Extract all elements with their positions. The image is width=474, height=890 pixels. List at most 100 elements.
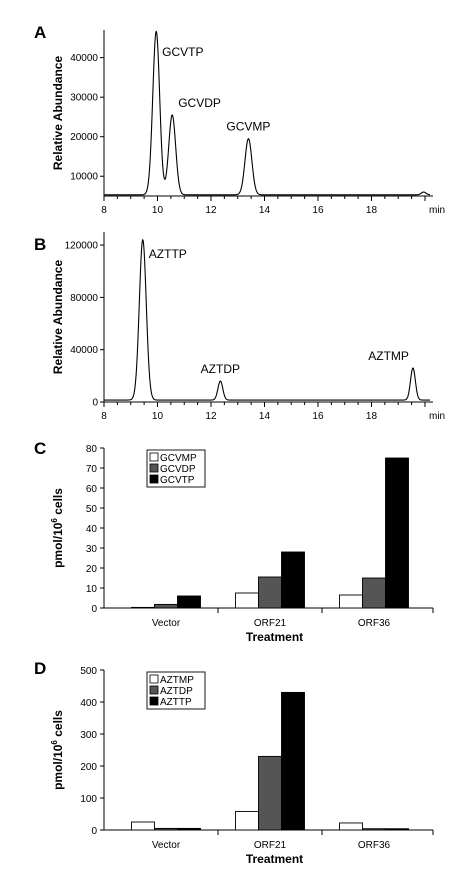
chromatogram-panel-b: B 0 40000 80000 120000 8 10 12 14 16 18 min Relative…: [34, 232, 445, 422]
legend-label: GCVTP: [160, 475, 195, 486]
y-tick-label: 0: [92, 398, 98, 409]
legend-swatch: [149, 674, 159, 684]
legend-label: GCVDP: [160, 464, 196, 475]
peak-label: AZTTP: [149, 247, 187, 261]
y-tick-label: 30000: [70, 93, 98, 104]
y-axis-title: Relative Abundance: [51, 56, 65, 171]
bar-gcvmp-orf21: [235, 592, 259, 609]
category-label: Vector: [152, 618, 181, 629]
y-axis-title-base: pmol/10: [51, 744, 65, 790]
y-tick-label: 10000: [70, 172, 98, 183]
peak-label: GCVMP: [226, 120, 270, 134]
category-label: ORF21: [254, 840, 287, 851]
bar-gcvtp-vector: [177, 595, 201, 609]
y-tick-label: 200: [80, 762, 97, 773]
bar-aztmp-orf36: [339, 822, 363, 831]
y-tick-label: 70: [86, 464, 98, 475]
peak-label: AZTDP: [201, 362, 240, 376]
peak-label: GCVDP: [178, 96, 221, 110]
y-tick-label: 40: [86, 524, 98, 535]
y-tick-label: 400: [80, 698, 97, 709]
category-label: ORF36: [358, 618, 391, 629]
y-tick-label: 100: [80, 794, 97, 805]
bar-aztdp-orf36: [362, 828, 386, 831]
bar-aztmp-orf21: [235, 810, 259, 831]
y-tick-label: 80: [86, 444, 98, 455]
y-tick-label: 30: [86, 544, 98, 555]
y-tick-label: 40000: [70, 345, 98, 356]
bar-aztmp-vector: [131, 821, 155, 831]
bar-gcvdp-orf21: [258, 576, 282, 609]
bar-aztdp-orf21: [258, 755, 282, 831]
chromatogram-panel-a: A 10000 20000 30000 40000 8 10 12 14 16 18 min Relat…: [34, 23, 445, 216]
chromatogram-trace: [104, 30, 431, 196]
bar-azttp-orf21: [281, 691, 305, 831]
bar-azttp-vector: [177, 827, 201, 831]
x-tick-label: 12: [205, 205, 217, 216]
legend-swatch: [149, 696, 159, 706]
legend-label: AZTTP: [160, 697, 192, 708]
x-tick-label: 18: [366, 205, 378, 216]
legend-swatch: [149, 474, 159, 484]
y-tick-label: 40000: [70, 53, 98, 64]
peak-label: GCVTP: [162, 45, 203, 59]
legend-label: GCVMP: [160, 453, 197, 464]
y-tick-label: 20000: [70, 132, 98, 143]
x-tick-label: 16: [312, 411, 324, 422]
y-axis-title-base: pmol/10: [51, 522, 65, 568]
y-axis-title-superscript: 6: [50, 518, 59, 523]
legend-label: AZTMP: [160, 675, 194, 686]
bar-azttp-orf36: [385, 828, 409, 831]
bar-gcvmp-vector: [131, 606, 155, 609]
x-tick-label: 8: [101, 205, 107, 216]
legend-label: AZTDP: [160, 686, 193, 697]
y-tick-label: 500: [80, 666, 97, 677]
y-axis-title: Relative Abundance: [51, 260, 65, 375]
x-tick-label: 14: [259, 411, 271, 422]
category-label: ORF36: [358, 840, 391, 851]
x-unit-label: min: [429, 205, 445, 216]
y-tick-label: 80000: [70, 293, 98, 304]
legend-swatch: [149, 463, 159, 473]
x-tick-label: 18: [366, 411, 378, 422]
bar-chart-panel-d: D 0 100 200 300 400 500 Vector ORF21 ORF36 Treatme…: [34, 659, 434, 866]
category-label: Vector: [152, 840, 181, 851]
y-axis-title: pmol/106 cells: [50, 488, 65, 568]
panel-letter: C: [34, 439, 46, 458]
y-tick-label: 0: [91, 826, 97, 837]
bar-chart-panel-c: C 0 10 20 30 40 50 60 70 80 Vector ORF21 ORF36 Treatm…: [34, 439, 434, 644]
y-axis-title: pmol/106 cells: [50, 710, 65, 790]
x-tick-label: 14: [259, 205, 271, 216]
bar-gcvtp-orf36: [385, 457, 409, 609]
category-label: ORF21: [254, 618, 287, 629]
bar-gcvdp-orf36: [362, 577, 386, 609]
x-axis-title: Treatment: [246, 852, 303, 866]
panel-letter: B: [34, 235, 46, 254]
x-tick-label: 12: [205, 411, 217, 422]
x-axis-title: Treatment: [246, 630, 303, 644]
y-tick-label: 20: [86, 564, 98, 575]
y-tick-label: 120000: [65, 241, 99, 252]
y-axis-title-suffix: cells: [51, 710, 65, 740]
x-unit-label: min: [429, 411, 445, 422]
y-tick-label: 0: [91, 604, 97, 615]
bar-aztdp-vector: [154, 827, 178, 831]
y-tick-label: 50: [86, 504, 98, 515]
x-tick-label: 10: [152, 205, 164, 216]
chromatogram-trace: [104, 238, 431, 401]
legend-swatch: [149, 685, 159, 695]
x-tick-label: 10: [152, 411, 164, 422]
legend-swatch: [149, 452, 159, 462]
panel-letter: D: [34, 659, 46, 678]
y-tick-label: 300: [80, 730, 97, 741]
x-tick-label: 8: [101, 411, 107, 422]
axis-lines: [103, 30, 433, 197]
bar-gcvdp-vector: [154, 603, 178, 609]
y-tick-label: 10: [86, 584, 98, 595]
peak-label: AZTMP: [368, 349, 409, 363]
y-axis-title-suffix: cells: [51, 488, 65, 518]
panel-letter: A: [34, 23, 46, 42]
y-axis-title-superscript: 6: [50, 740, 59, 745]
bar-gcvtp-orf21: [281, 551, 305, 609]
